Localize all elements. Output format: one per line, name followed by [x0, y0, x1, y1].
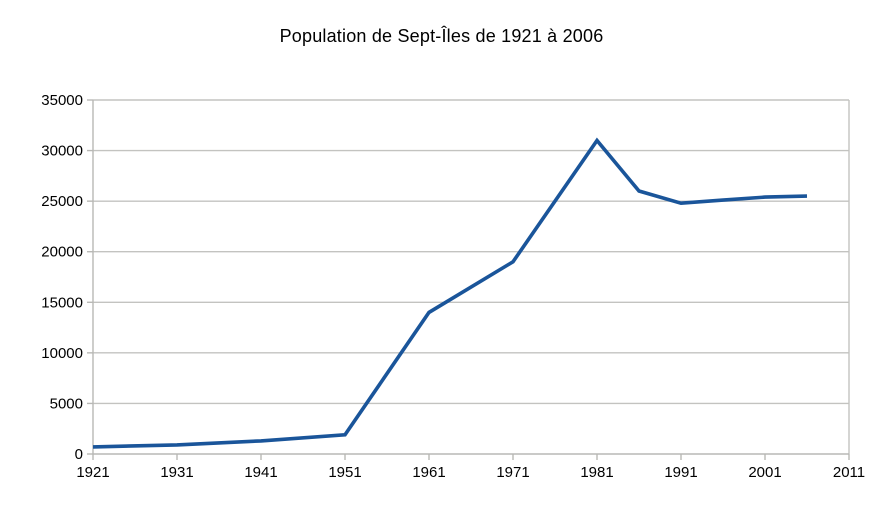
x-tick-label: 1941 — [244, 464, 277, 481]
x-tick-label: 1991 — [664, 464, 697, 481]
x-tick-label: 2001 — [748, 464, 781, 481]
y-tick-label: 0 — [75, 446, 83, 463]
y-tick-label: 5000 — [50, 395, 83, 412]
x-tick-label: 1981 — [580, 464, 613, 481]
x-tick-label: 1971 — [496, 464, 529, 481]
x-tick-label: 2011 — [833, 464, 865, 481]
population-line — [92, 137, 808, 449]
chart-title: Population de Sept-Îles de 1921 à 2006 — [279, 26, 604, 46]
x-tick-label: 1961 — [412, 464, 445, 481]
y-tick-label: 35000 — [41, 92, 83, 109]
x-tick-label: 1931 — [160, 464, 193, 481]
y-tick-label: 10000 — [41, 345, 83, 362]
y-tick-label: 25000 — [41, 193, 83, 210]
y-tick-label: 15000 — [41, 294, 83, 311]
x-tick-label: 1921 — [76, 464, 109, 481]
y-tick-label: 30000 — [41, 143, 83, 160]
x-tick-label: 1951 — [328, 464, 361, 481]
y-tick-label: 20000 — [41, 244, 83, 261]
